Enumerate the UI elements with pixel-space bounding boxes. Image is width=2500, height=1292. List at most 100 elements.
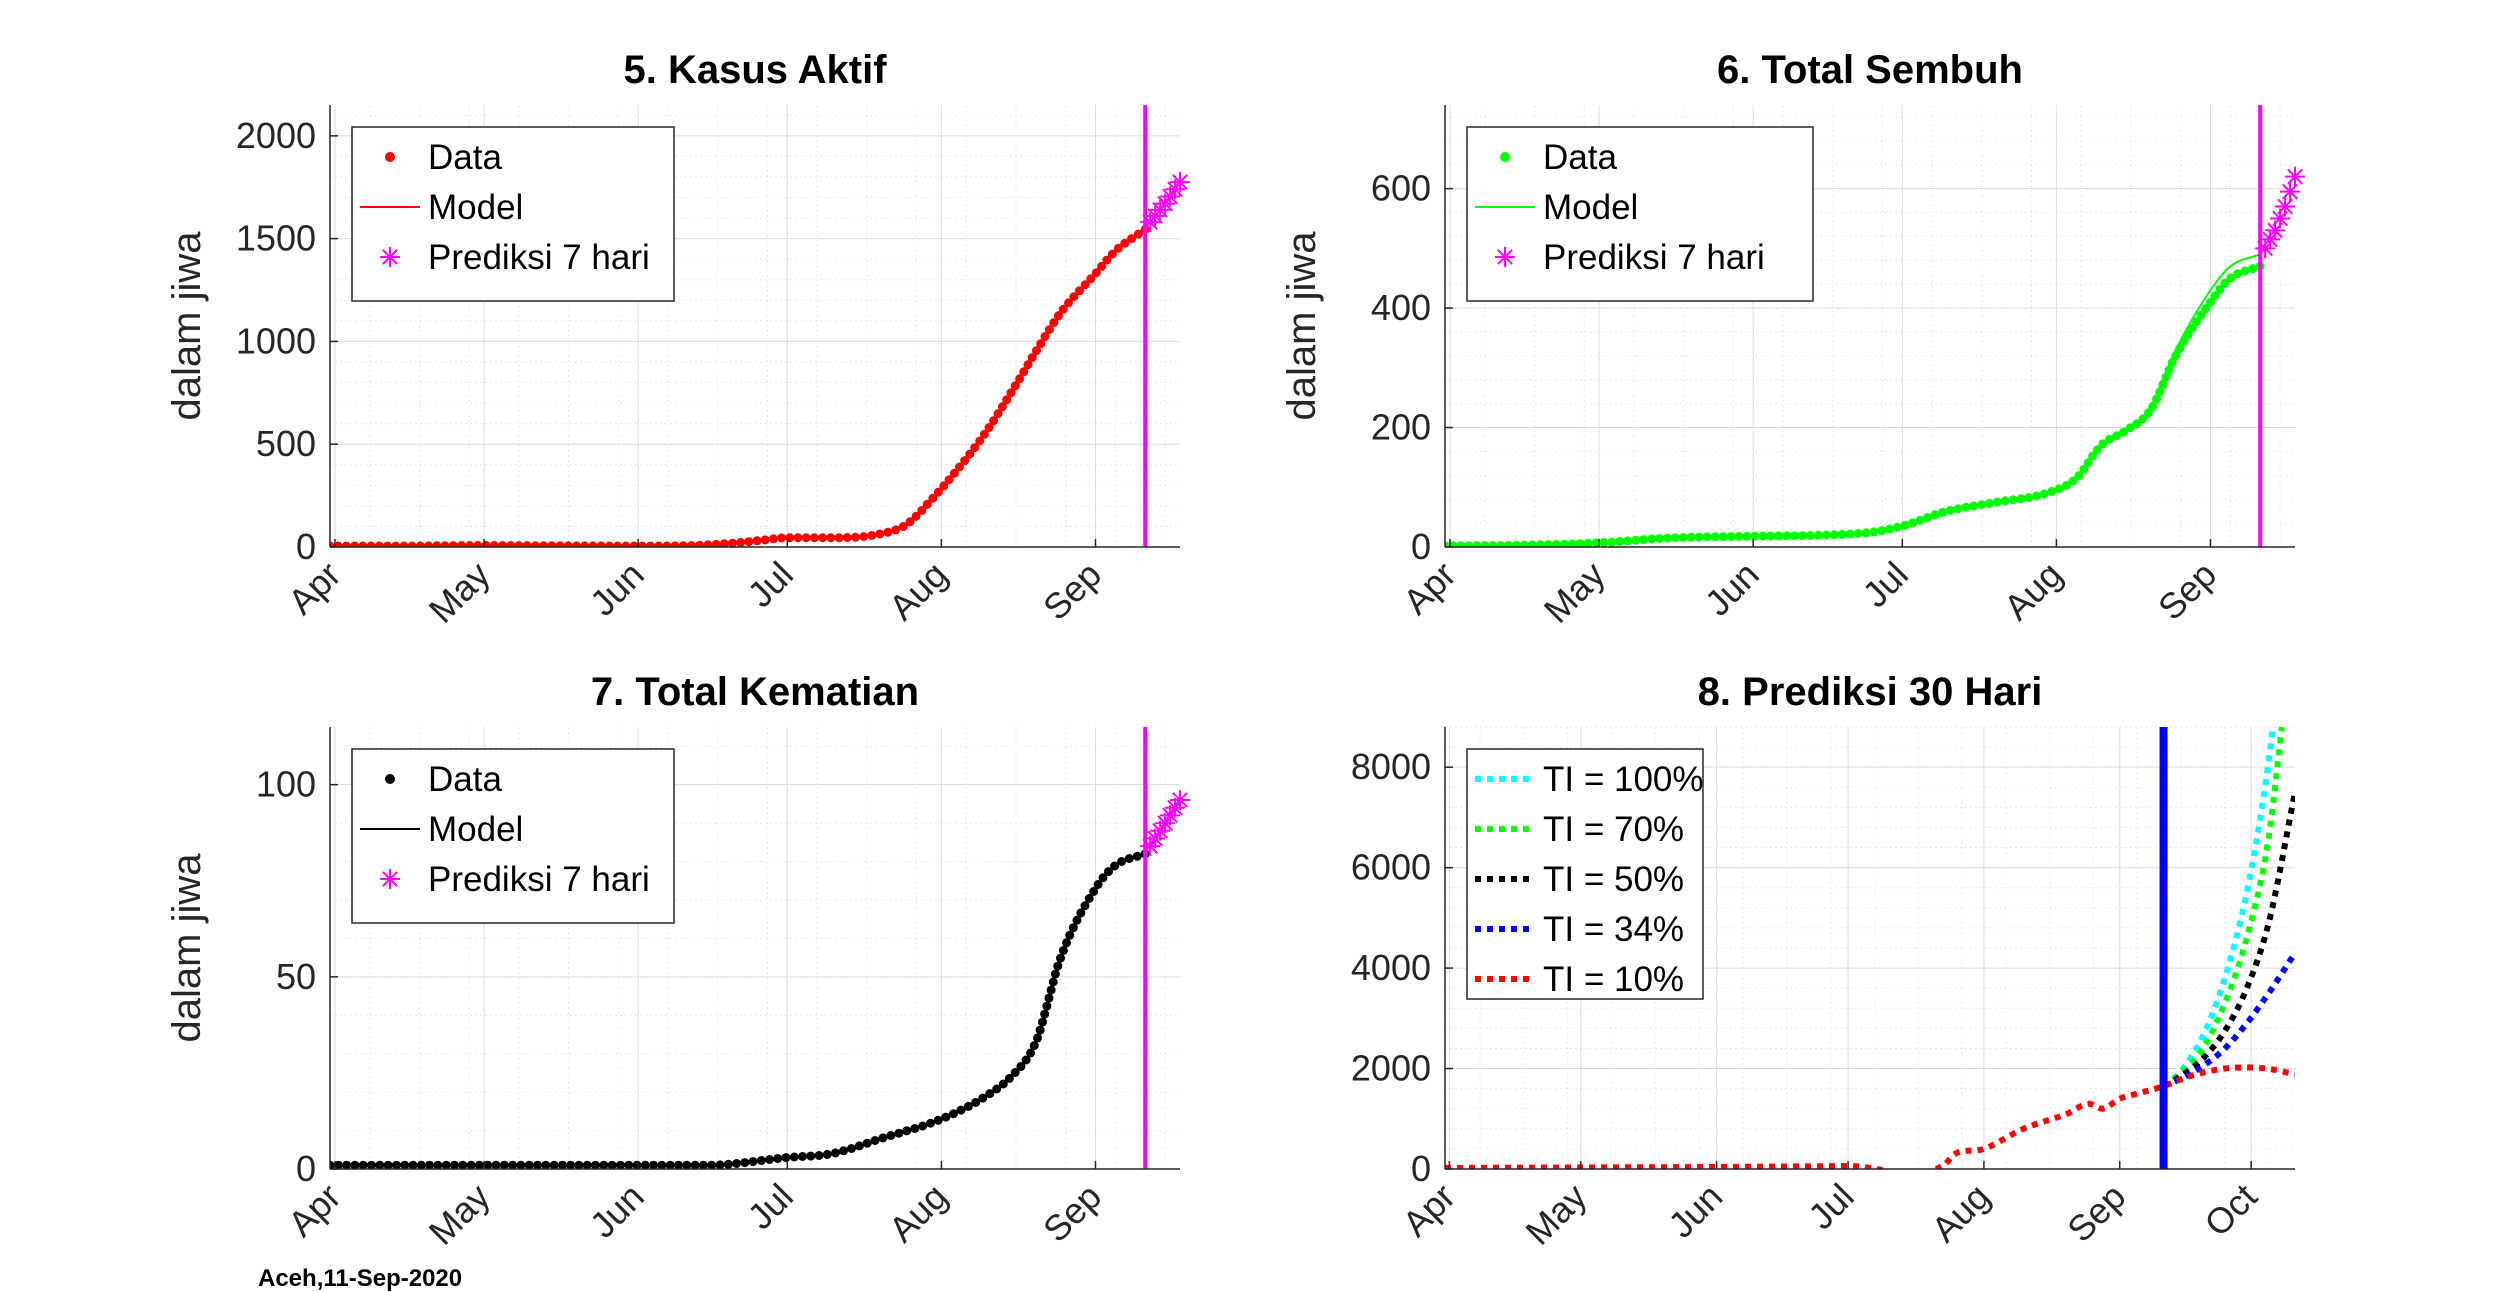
legend-item: Prediksi 7 hari xyxy=(380,860,650,899)
footer-caption: Aceh,11-Sep-2020 xyxy=(258,1265,462,1292)
legend-label: Prediksi 7 hari xyxy=(428,238,650,277)
data-point xyxy=(2205,297,2215,307)
y-tick-labels: 0 200 400 600 xyxy=(1371,168,1453,567)
y-tick-label: 8000 xyxy=(1351,746,1431,787)
legend-swatch-asterisk xyxy=(380,247,400,267)
legend-box xyxy=(351,126,675,302)
data-point xyxy=(2220,278,2230,288)
legend-label: Model xyxy=(428,188,523,227)
legend: Data Model Prediksi 7 hari xyxy=(351,748,675,924)
chart-title: 7. Total Kematian xyxy=(591,670,919,714)
legend-swatch-dot xyxy=(385,152,395,162)
y-tick-label: 0 xyxy=(296,1148,316,1189)
legend-swatch-dot xyxy=(385,774,395,784)
legend-swatch-asterisk xyxy=(380,869,400,889)
y-tick-labels: 0 50 100 xyxy=(256,764,338,1189)
legend-item: TI = 50% xyxy=(1475,860,1684,899)
series-line-model xyxy=(330,852,1146,1167)
data-point xyxy=(2215,284,2225,294)
prediction-point xyxy=(1170,790,1190,811)
data-point xyxy=(2201,304,2211,314)
y-tick-label: 50 xyxy=(276,956,316,997)
data-point xyxy=(2138,414,2148,424)
data-point xyxy=(2210,291,2220,301)
y-tick-label: 500 xyxy=(256,423,316,464)
legend-label: TI = 34% xyxy=(1543,910,1684,949)
data-point xyxy=(2248,264,2258,274)
chart-title: 6. Total Sembuh xyxy=(1717,48,2023,92)
plot-area xyxy=(1445,727,2295,1169)
legend-item: Model xyxy=(360,188,523,227)
legend-item: TI = 10% xyxy=(1475,960,1684,999)
y-tick-label: 1000 xyxy=(236,320,316,361)
series-line-2 xyxy=(2162,791,2295,1089)
data-point xyxy=(2196,310,2206,320)
legend-item: Data xyxy=(1500,138,1617,177)
data-point xyxy=(2144,408,2153,418)
legend-swatch-asterisk xyxy=(1495,247,1515,267)
legend-box xyxy=(1466,748,1704,1000)
y-tick-label: 6000 xyxy=(1351,847,1431,888)
chart-title: 5. Kasus Aktif xyxy=(623,48,887,92)
legend-item: Data xyxy=(385,138,502,177)
y-tick-label: 100 xyxy=(256,764,316,805)
plot-area xyxy=(330,224,1150,547)
legend-item: Model xyxy=(1475,188,1638,227)
legend: Data Model Prediksi 7 hari xyxy=(351,126,675,302)
legend-item: Prediksi 7 hari xyxy=(380,238,650,277)
legend-item: Model xyxy=(360,810,523,849)
prediction-point xyxy=(2275,196,2296,217)
y-tick-label: 1500 xyxy=(236,218,316,259)
plot-area xyxy=(330,849,1150,1169)
data-point xyxy=(2233,269,2243,279)
legend-label: Data xyxy=(428,138,502,177)
legend-label: TI = 70% xyxy=(1543,810,1684,849)
data-point xyxy=(2240,266,2250,276)
y-tick-labels: 0 2000 4000 6000 8000 xyxy=(1351,746,1453,1189)
prediction-point xyxy=(2260,229,2281,250)
y-axis-label: dalam jiwa xyxy=(1280,231,1324,421)
y-tick-label: 0 xyxy=(1411,1148,1431,1189)
data-point xyxy=(2187,323,2197,333)
legend-label: TI = 100% xyxy=(1543,760,1704,799)
y-tick-label: 200 xyxy=(1371,407,1431,448)
legend-item: Data xyxy=(385,760,502,799)
prediction-point xyxy=(2285,166,2305,187)
legend-box xyxy=(1466,126,1814,302)
y-tick-label: 4000 xyxy=(1351,947,1431,988)
legend-label: TI = 10% xyxy=(1543,960,1684,999)
y-tick-label: 400 xyxy=(1371,287,1431,328)
legend-swatch-dot xyxy=(1500,152,1510,162)
series-line-0 xyxy=(2161,727,2277,1089)
series-prediction-points xyxy=(2255,166,2305,259)
legend: TI = 100% TI = 70% TI = 50% TI = 34% TI = 10… xyxy=(1466,748,1704,1000)
data-point xyxy=(2226,273,2236,283)
y-tick-label: 0 xyxy=(296,526,316,567)
data-point xyxy=(2192,317,2202,327)
prediction-point xyxy=(1165,797,1186,818)
legend-item: TI = 100% xyxy=(1475,760,1704,799)
prediction-point xyxy=(2280,181,2301,202)
series-line-model xyxy=(330,228,1146,547)
plot-area xyxy=(1445,253,2265,547)
legend-label: Data xyxy=(1543,138,1617,177)
legend-label: Prediksi 7 hari xyxy=(428,860,650,899)
series-line-4 xyxy=(1445,1064,2295,1169)
legend-item: TI = 34% xyxy=(1475,910,1684,949)
y-axis-label: dalam jiwa xyxy=(165,853,209,1043)
legend-box xyxy=(351,748,675,924)
y-tick-label: 2000 xyxy=(1351,1048,1431,1089)
series-line-3 xyxy=(2162,951,2295,1089)
y-tick-label: 0 xyxy=(1411,526,1431,567)
legend-label: Data xyxy=(428,760,502,799)
legend: Data Model Prediksi 7 hari xyxy=(1466,126,1814,302)
y-tick-label: 600 xyxy=(1371,168,1431,209)
y-tick-label: 2000 xyxy=(236,115,316,156)
legend-item: TI = 70% xyxy=(1475,810,1684,849)
series-line-model xyxy=(1445,253,2261,547)
